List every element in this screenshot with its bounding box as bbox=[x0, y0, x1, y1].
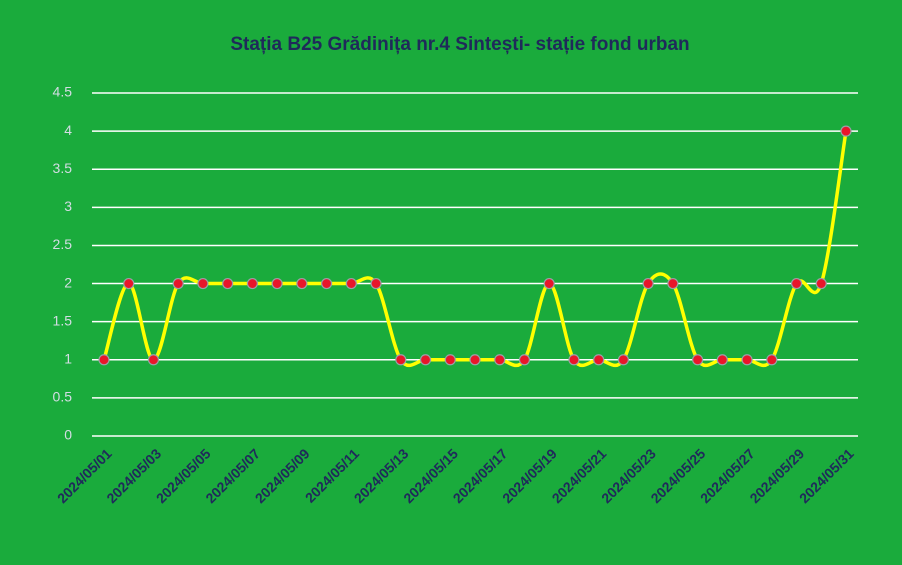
data-point bbox=[321, 277, 333, 290]
data-point bbox=[494, 354, 506, 366]
data-point bbox=[419, 354, 432, 366]
data-point bbox=[345, 277, 357, 290]
data-point bbox=[518, 354, 531, 366]
data-point bbox=[469, 354, 481, 366]
data-point bbox=[593, 354, 605, 366]
data-point bbox=[766, 354, 778, 366]
data-point bbox=[444, 354, 456, 366]
chart-title: Stația B25 Grădinița nr.4 Sintești- staț… bbox=[230, 34, 689, 55]
y-tick-label: 1 bbox=[64, 350, 72, 366]
data-point bbox=[543, 277, 555, 290]
data-point bbox=[840, 125, 852, 137]
data-point bbox=[667, 277, 679, 290]
data-point bbox=[246, 277, 258, 290]
data-point bbox=[123, 277, 135, 290]
data-point bbox=[617, 354, 630, 366]
data-point bbox=[271, 277, 283, 290]
data-point bbox=[197, 277, 209, 290]
data-point bbox=[815, 277, 827, 290]
y-tick-label: 4.5 bbox=[53, 84, 73, 100]
data-point bbox=[691, 354, 704, 366]
data-point bbox=[370, 277, 382, 290]
data-point bbox=[716, 354, 728, 366]
data-point bbox=[741, 354, 753, 366]
data-point bbox=[296, 277, 308, 290]
y-tick-label: 0.5 bbox=[53, 389, 73, 405]
y-tick-label: 1.5 bbox=[53, 312, 73, 328]
data-point bbox=[222, 277, 234, 290]
y-tick-label: 4 bbox=[64, 122, 72, 138]
y-tick-label: 0 bbox=[64, 427, 72, 443]
data-point bbox=[98, 354, 110, 366]
y-tick-label: 3 bbox=[64, 198, 72, 214]
data-point bbox=[568, 354, 580, 366]
data-point bbox=[395, 354, 407, 366]
data-point bbox=[790, 277, 803, 290]
y-tick-label: 3.5 bbox=[53, 160, 73, 176]
y-tick-label: 2.5 bbox=[53, 236, 73, 252]
data-point bbox=[147, 354, 160, 366]
data-point bbox=[642, 277, 654, 290]
y-tick-label: 2 bbox=[64, 274, 72, 290]
data-point bbox=[172, 277, 184, 290]
